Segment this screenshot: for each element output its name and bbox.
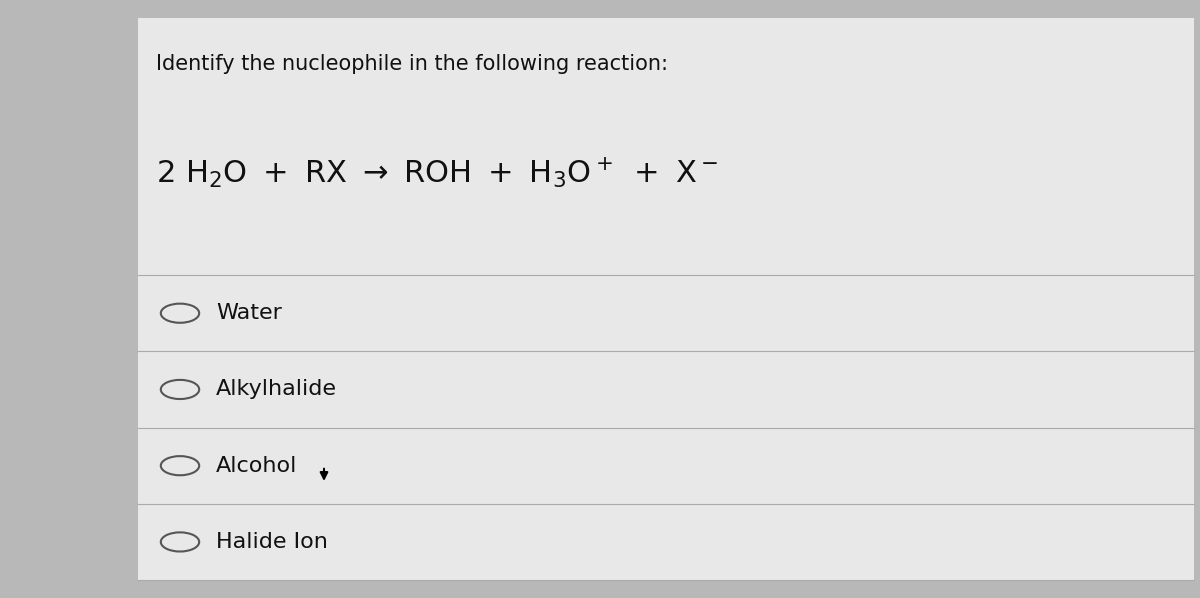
Text: Alcohol: Alcohol [216,456,298,475]
Text: Alkylhalide: Alkylhalide [216,380,337,399]
FancyBboxPatch shape [138,18,1194,580]
Text: Halide Ion: Halide Ion [216,532,328,552]
Text: Identify the nucleophile in the following reaction:: Identify the nucleophile in the followin… [156,54,668,74]
Text: $\mathregular{2\ H_2O\ +\ RX\ \rightarrow\ ROH\ +\ H_3O^+\ +\ X^-}$: $\mathregular{2\ H_2O\ +\ RX\ \rightarro… [156,155,718,190]
Text: Water: Water [216,303,282,323]
